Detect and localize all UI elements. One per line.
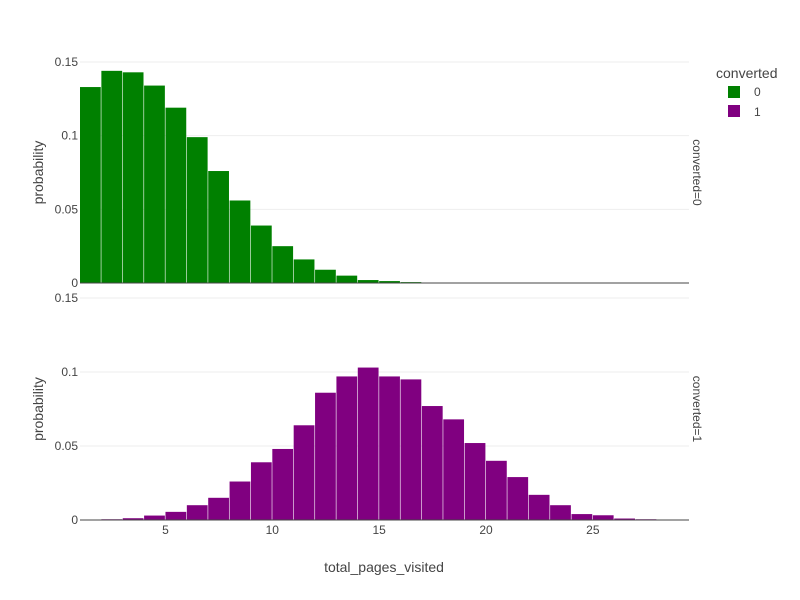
histogram-bar-converted-0[interactable] bbox=[293, 259, 315, 283]
histogram-bar-converted-1[interactable] bbox=[315, 392, 336, 520]
histogram-bar-converted-1[interactable] bbox=[528, 494, 550, 520]
facet-label-converted-0: converted=0 bbox=[690, 139, 704, 206]
histogram-bar-converted-1[interactable] bbox=[272, 448, 294, 520]
histogram-bar-converted-0[interactable] bbox=[250, 225, 272, 283]
histogram-bar-converted-1[interactable] bbox=[443, 419, 465, 520]
histogram-bar-converted-1[interactable] bbox=[486, 460, 507, 520]
histogram-bar-converted-1[interactable] bbox=[614, 518, 635, 520]
legend-swatch-converted-0[interactable] bbox=[728, 86, 740, 98]
histogram-bar-converted-1[interactable] bbox=[550, 505, 571, 520]
y-axis-title-converted-0: probability bbox=[30, 141, 46, 205]
histogram-bar-converted-1[interactable] bbox=[208, 497, 229, 520]
histogram-bar-converted-0[interactable] bbox=[357, 280, 379, 283]
histogram-bar-converted-1[interactable] bbox=[293, 425, 315, 520]
legend-label-converted-0[interactable]: 0 bbox=[754, 85, 761, 99]
histogram-bar-converted-0[interactable] bbox=[80, 87, 101, 284]
x-tick-label: 25 bbox=[586, 523, 600, 537]
legend-swatch-converted-1[interactable] bbox=[728, 105, 740, 117]
histogram-bar-converted-1[interactable] bbox=[507, 477, 529, 520]
histogram-bar-converted-0[interactable] bbox=[208, 171, 229, 283]
histogram-bar-converted-0[interactable] bbox=[336, 275, 358, 283]
x-tick-label: 15 bbox=[372, 523, 386, 537]
histogram-bar-converted-1[interactable] bbox=[122, 518, 144, 520]
x-tick-label: 20 bbox=[479, 523, 493, 537]
histogram-bar-converted-0[interactable] bbox=[122, 72, 144, 284]
histogram-bar-converted-0[interactable] bbox=[186, 137, 208, 283]
x-tick-label: 10 bbox=[266, 523, 280, 537]
histogram-bar-converted-0[interactable] bbox=[229, 200, 251, 283]
histogram-bar-converted-1[interactable] bbox=[336, 376, 358, 520]
histogram-bar-converted-0[interactable] bbox=[101, 70, 123, 283]
histogram-bar-converted-1[interactable] bbox=[229, 481, 251, 520]
histogram-bar-converted-0[interactable] bbox=[379, 281, 400, 283]
legend-label-converted-1[interactable]: 1 bbox=[754, 105, 761, 119]
facet-label-converted-1: converted=1 bbox=[690, 376, 704, 443]
histogram-bar-converted-0[interactable] bbox=[315, 269, 336, 283]
y-axis-title-converted-1: probability bbox=[30, 377, 46, 441]
histogram-bar-converted-1[interactable] bbox=[592, 515, 614, 520]
histogram-bar-converted-0[interactable] bbox=[272, 246, 294, 283]
histogram-bar-converted-1[interactable] bbox=[571, 514, 593, 520]
facet-panel-converted-1: 0 0.05 0.1 0.15 probability converted=1 5 10 15 2… bbox=[30, 291, 704, 537]
histogram-bar-converted-1[interactable] bbox=[379, 376, 400, 520]
facet-panel-converted-0: 0 0.05 0.1 0.15 probability converted=0 bbox=[30, 55, 704, 290]
histogram-bar-converted-1[interactable] bbox=[165, 511, 187, 520]
x-axis-title: total_pages_visited bbox=[324, 559, 444, 575]
histogram-bar-converted-1[interactable] bbox=[400, 379, 422, 520]
histogram-bar-converted-0[interactable] bbox=[165, 107, 187, 283]
histogram-bar-converted-1[interactable] bbox=[464, 443, 486, 520]
y-tick-label-converted-1: 0.15 bbox=[55, 291, 79, 305]
histogram-bar-converted-1[interactable] bbox=[357, 367, 379, 520]
y-tick-label-converted-1: 0.05 bbox=[55, 439, 79, 453]
histogram-bar-converted-1[interactable] bbox=[250, 462, 272, 520]
histogram-bar-converted-0[interactable] bbox=[144, 85, 165, 283]
legend: converted 0 1 bbox=[716, 65, 777, 119]
y-tick-label-converted-0: 0.15 bbox=[55, 55, 79, 69]
histogram-bar-converted-1[interactable] bbox=[144, 515, 165, 520]
histogram-bar-converted-1[interactable] bbox=[421, 406, 443, 520]
y-tick-label-converted-1: 0 bbox=[71, 513, 78, 527]
y-tick-label-converted-0: 0.05 bbox=[55, 202, 79, 216]
x-tick-label: 5 bbox=[162, 523, 169, 537]
histogram-bar-converted-1[interactable] bbox=[186, 505, 208, 520]
legend-title: converted bbox=[716, 65, 777, 81]
y-tick-label-converted-1: 0.1 bbox=[61, 365, 78, 379]
y-tick-label-converted-0: 0.1 bbox=[61, 129, 78, 143]
y-tick-label-converted-0: 0 bbox=[71, 276, 78, 290]
